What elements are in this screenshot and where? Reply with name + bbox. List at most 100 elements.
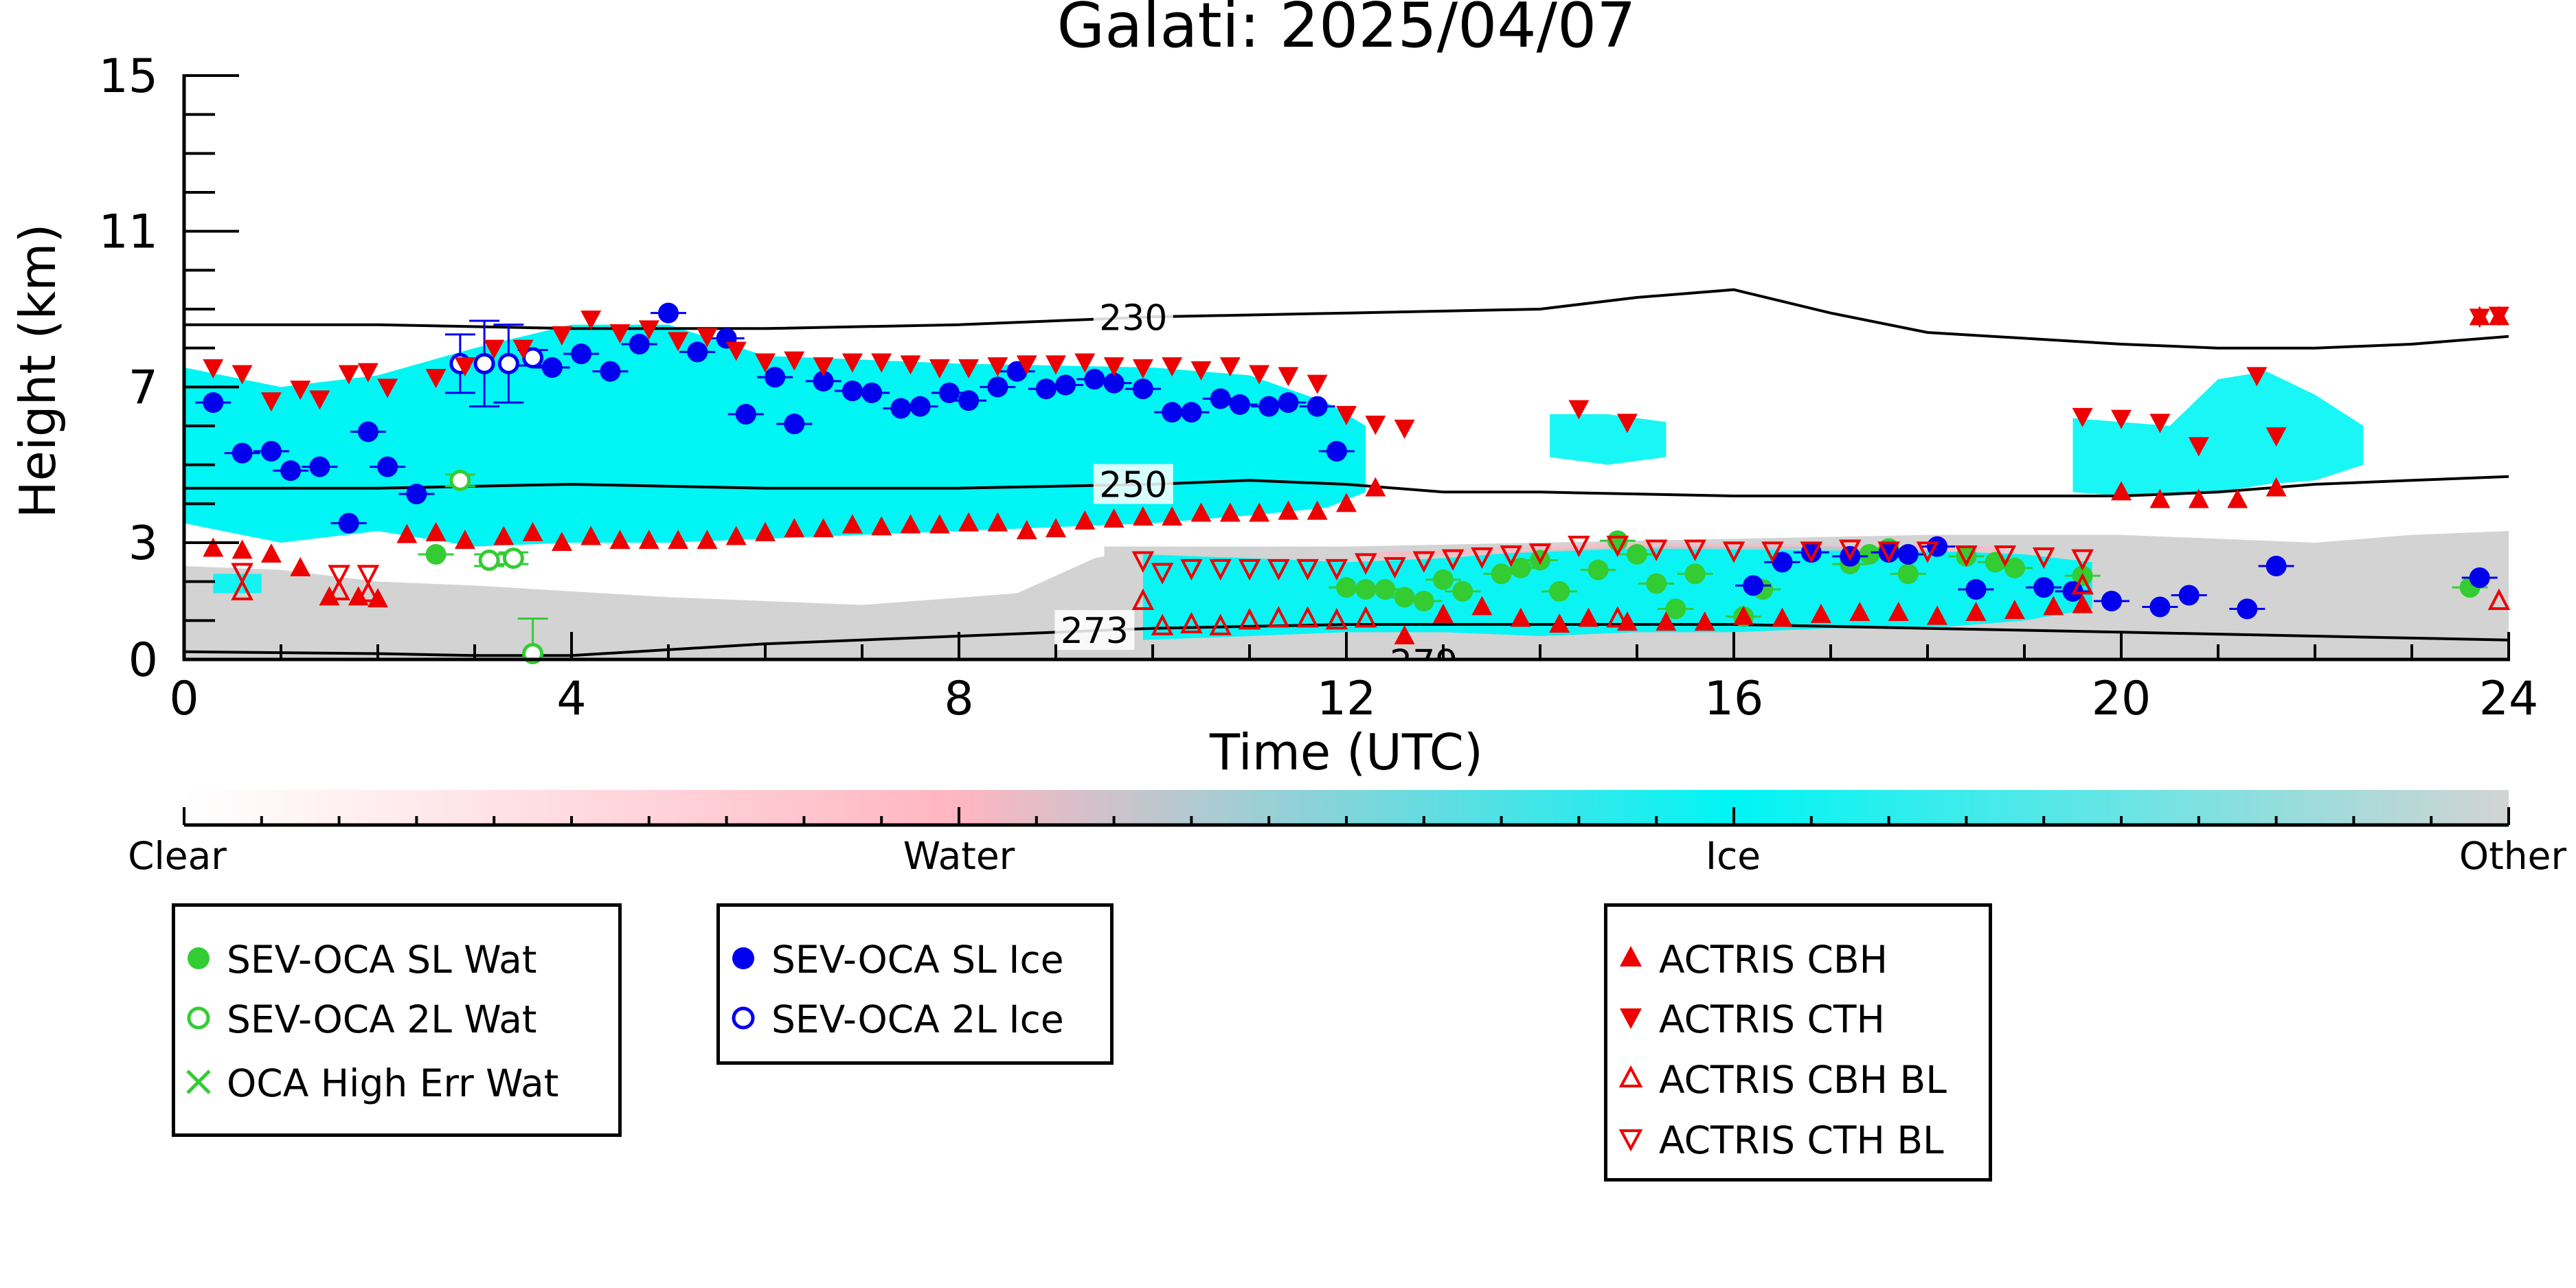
data-point [609,530,631,550]
data-point [958,390,980,411]
data-point [1578,607,1599,627]
data-point [755,353,776,373]
contour-label-279: 279 [1390,642,1458,683]
data-point [697,530,718,550]
data-point [1238,607,1261,630]
data-point [1190,361,1212,381]
legend-item-sev-oca-sl-wat: SEV-OCA SL Wat [175,931,618,986]
data-point [1035,379,1057,400]
legend-water: SEV-OCA SL Wat SEV-OCA 2L Wat OCA High E… [172,903,622,1137]
data-point [1888,602,1909,621]
data-point [890,398,912,419]
contour-250 [184,475,2509,497]
data-point [668,530,689,550]
data-point [929,514,950,534]
data-point [1210,388,1231,409]
data-point [784,414,805,435]
data-point [1307,396,1328,417]
legend-label: ACTRIS CTH [1659,997,1885,1041]
data-point [551,532,572,551]
data-point [1074,353,1096,373]
data-point [687,341,708,363]
data-point [1743,575,1764,596]
data-point [1684,539,1706,561]
data-point [2032,547,2055,569]
data-point [425,521,447,541]
legend-item-sev-oca-2l-wat: SEV-OCA 2L Wat [175,991,618,1046]
data-point [2043,596,2064,615]
data-point [1132,506,1153,526]
data-point [1354,553,1377,575]
data-point [1441,549,1465,572]
x-tick-label: 16 [1704,672,1764,726]
chart-title: Galati: 2025/04/07 [1057,0,1636,62]
data-point [377,379,398,398]
data-point [1433,569,1454,590]
legend-item-actris-cth: ACTRIS CTH [1607,991,1989,1046]
data-point [1006,361,1028,382]
data-point [2149,596,2171,618]
data-point [1209,613,1232,635]
data-point [1471,596,1493,615]
data-point [203,359,224,379]
legend-x-green-icon [186,1070,211,1094]
data-point [658,302,679,324]
data-point [958,512,980,532]
data-point [668,332,689,352]
data-point [1897,563,1919,585]
data-point [1838,539,1862,561]
data-point [725,341,747,361]
data-point [813,357,834,377]
data-point [697,328,718,348]
y-tick-label: 7 [128,361,158,415]
legend-ice: SEV-OCA SL Ice SEV-OCA 2L Ice [716,903,1114,1065]
x-tick-label: 12 [1317,672,1377,726]
data-point [1859,544,1880,565]
data-point [1131,588,1155,610]
data-point [871,516,892,536]
data-point [1375,579,1396,600]
data-point [1965,579,1987,600]
data-point [609,324,631,343]
data-point [638,320,659,340]
series-actris-cbh [203,306,2509,644]
legend-filled-triangle-up-red-icon [1620,946,1642,967]
data-point [1103,357,1125,377]
data-point [1897,544,1919,565]
data-point [231,365,253,385]
data-point [1162,402,1183,423]
data-point [1927,605,1948,625]
retrieval-markers [195,302,2511,664]
legend-open-circle-blue-icon [732,1006,755,1030]
data-point [1510,607,1531,627]
data-point [357,580,380,602]
data-point [522,347,544,369]
data-point [1046,355,1066,375]
colorbar: Clear Water Ice Other [128,790,2566,878]
data-point [1412,551,1436,573]
data-point [1722,541,1745,563]
data-point [841,514,863,534]
data-point [1800,541,1823,563]
data-point [1510,557,1531,578]
colorbar-label-other: Other [2459,834,2567,878]
data-point [357,421,379,442]
data-point [1296,558,1319,581]
data-point [1046,518,1066,538]
data-point [871,353,892,373]
data-point [1267,558,1290,581]
data-point [1965,602,1987,621]
data-point [1131,551,1155,573]
data-point [580,310,602,330]
data-point [1616,414,1638,433]
y-axis-label: Height (km) [9,224,67,519]
legend-item-actris-cbh-bl: ACTRIS CBH BL [1607,1051,1989,1106]
data-point [1278,367,1299,387]
x-tick-label: 24 [2479,672,2539,726]
data-point [2033,577,2055,598]
data-point [368,588,388,608]
data-point [1180,558,1203,581]
y-tick-label: 0 [128,633,158,688]
data-point [449,469,471,491]
